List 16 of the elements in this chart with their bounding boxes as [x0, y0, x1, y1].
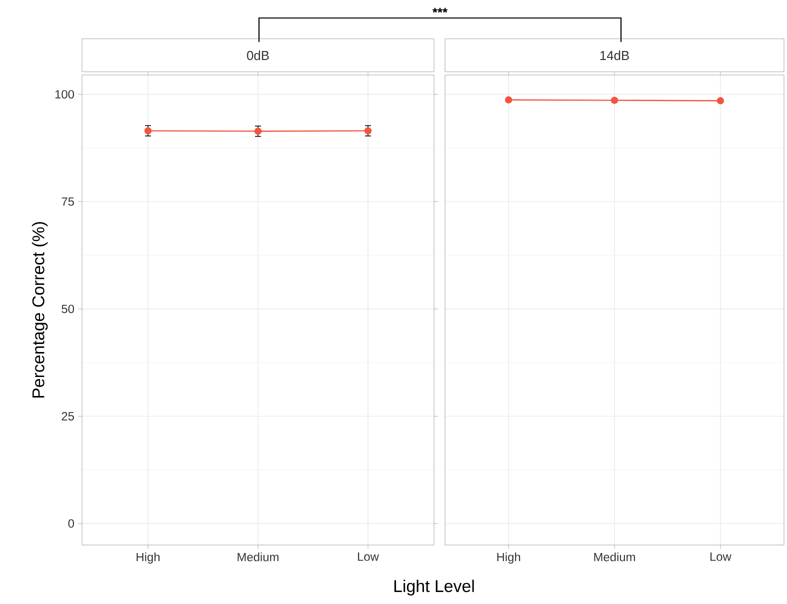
y-tick-label: 0	[68, 519, 74, 528]
x-tick-label: Medium	[238, 552, 278, 562]
text: ***	[432, 8, 448, 13]
x-tick-label: High	[136, 552, 160, 564]
y-axis-title: Percentage Correct (%)	[32, 222, 48, 398]
chart-title: 0dB	[246, 50, 269, 60]
x-tick-label: Low	[710, 552, 732, 561]
x-axis-title: Light Level	[394, 580, 474, 596]
x-tick-label: Low	[358, 552, 379, 561]
y-tick-label: 50	[62, 304, 74, 314]
y-tick-label: 75	[62, 197, 74, 206]
y-tick-label: 25	[62, 412, 74, 420]
x-tick-label: High	[497, 552, 520, 564]
x-tick-label: Medium	[594, 552, 635, 562]
y-tick-label: 100	[55, 90, 74, 99]
chart-title: 14dB	[600, 50, 629, 60]
